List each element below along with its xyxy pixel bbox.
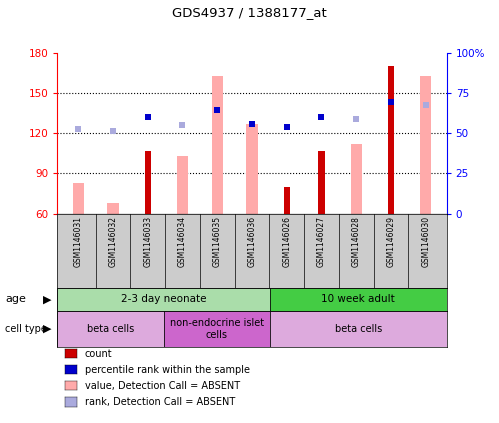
Bar <box>107 203 119 214</box>
Text: GSM1146036: GSM1146036 <box>248 216 256 267</box>
Text: non-endocrine islet
cells: non-endocrine islet cells <box>170 318 263 340</box>
Text: cell type: cell type <box>5 324 47 334</box>
Text: GSM1146033: GSM1146033 <box>143 216 152 267</box>
Text: GSM1146026: GSM1146026 <box>282 216 291 267</box>
Bar <box>145 151 151 214</box>
Text: GSM1146032: GSM1146032 <box>108 216 117 267</box>
Text: age: age <box>5 294 26 304</box>
Text: 2-3 day neonate: 2-3 day neonate <box>121 294 206 304</box>
Text: beta cells: beta cells <box>334 324 382 334</box>
Bar <box>177 156 188 214</box>
Text: GSM1146034: GSM1146034 <box>178 216 187 267</box>
Bar <box>269 311 447 347</box>
Bar <box>164 311 269 347</box>
Bar <box>73 183 84 214</box>
Text: 10 week adult: 10 week adult <box>321 294 395 304</box>
Text: beta cells: beta cells <box>87 324 134 334</box>
Bar <box>57 311 164 347</box>
Text: rank, Detection Call = ABSENT: rank, Detection Call = ABSENT <box>85 397 235 407</box>
Text: GSM1146031: GSM1146031 <box>74 216 83 267</box>
Text: GSM1146030: GSM1146030 <box>421 216 430 267</box>
Text: GDS4937 / 1388177_at: GDS4937 / 1388177_at <box>172 6 327 19</box>
Bar <box>284 187 290 214</box>
Text: value, Detection Call = ABSENT: value, Detection Call = ABSENT <box>85 381 240 391</box>
Text: GSM1146029: GSM1146029 <box>387 216 396 267</box>
Bar <box>247 124 257 214</box>
Text: GSM1146027: GSM1146027 <box>317 216 326 267</box>
Bar <box>212 76 223 214</box>
Text: count: count <box>85 349 112 359</box>
Bar <box>269 288 447 311</box>
Text: percentile rank within the sample: percentile rank within the sample <box>85 365 250 375</box>
Bar <box>57 288 269 311</box>
Text: GSM1146035: GSM1146035 <box>213 216 222 267</box>
Text: ▶: ▶ <box>43 294 52 304</box>
Text: GSM1146028: GSM1146028 <box>352 216 361 267</box>
Bar <box>318 151 324 214</box>
Bar <box>420 76 431 214</box>
Bar <box>351 144 362 214</box>
Text: ▶: ▶ <box>43 324 52 334</box>
Bar <box>388 66 394 214</box>
